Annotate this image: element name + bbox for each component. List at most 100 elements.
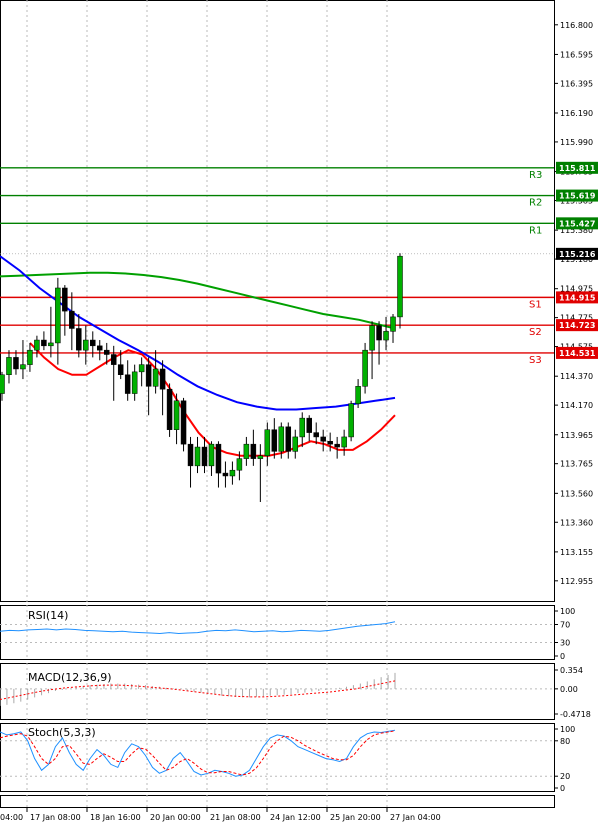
moving-average-line	[29, 342, 396, 457]
bull-candle	[292, 436, 299, 452]
stoch-y-axis: 100 80 20 0	[554, 725, 575, 793]
bear-candle	[180, 400, 187, 445]
bull-candle	[362, 349, 368, 387]
bear-candle	[117, 364, 124, 375]
level-tag	[556, 291, 598, 304]
bull-candle	[397, 255, 403, 318]
stoch-plot	[0, 729, 554, 777]
macd-y-axis: 0.354 0.00 -0.4718	[554, 666, 591, 719]
bear-candle	[187, 443, 194, 467]
rsi-line	[0, 621, 396, 635]
bull-candle	[348, 403, 354, 438]
bull-candle	[55, 287, 61, 344]
tick-label: 0	[560, 784, 565, 793]
tick-label: -0.4718	[560, 710, 591, 719]
bull-candle	[27, 349, 33, 365]
bull-candle	[243, 443, 250, 459]
x-tick-label: 24 Jan 12:00	[270, 813, 321, 822]
level-tag-text: 115.619	[559, 192, 596, 201]
bull-candle	[264, 429, 271, 456]
blank-panel-frame	[0, 795, 555, 808]
tick-label: 0.00	[560, 685, 578, 694]
x-tick-label: 20 Jan 00:00	[150, 813, 201, 822]
x-tick-label: 25 Jan 20:00	[330, 813, 381, 822]
level-tag-text: 114.915	[559, 293, 596, 302]
bull-candle	[208, 443, 215, 467]
macd-plot	[0, 672, 554, 706]
level-tag-text: 115.427	[559, 219, 595, 228]
level-label-r2: R2	[529, 198, 542, 209]
bear-candle	[90, 339, 96, 347]
bull-candle	[257, 455, 264, 459]
price-tick-label: 116.595	[560, 50, 593, 59]
level-tag-text: 115.811	[559, 164, 596, 173]
panel-frames	[0, 0, 555, 808]
level-label-r1: R1	[529, 225, 542, 236]
level-tag	[556, 346, 598, 359]
bear-candle	[250, 443, 257, 459]
tick-label: 70	[560, 621, 570, 630]
bull-candle	[131, 371, 138, 394]
tick-label: 80	[560, 737, 570, 746]
price-tick-label: 112.955	[560, 577, 593, 586]
bear-candle	[285, 426, 292, 452]
price-panel-frame	[0, 0, 555, 602]
bull-candle	[341, 436, 347, 448]
bull-candle	[390, 316, 396, 332]
tick-label: 100	[560, 607, 575, 616]
level-label-r3: R3	[529, 170, 542, 181]
price-tick-label: 114.975	[560, 285, 593, 294]
bear-candle	[313, 432, 319, 438]
moving-averages	[0, 255, 396, 457]
bear-candle	[201, 446, 208, 467]
level-tag	[556, 189, 598, 202]
bear-candle	[271, 429, 278, 452]
bear-candle	[215, 443, 222, 474]
price-tick-label: 113.765	[560, 460, 593, 469]
bear-candle	[110, 354, 117, 365]
stoch-d-line	[0, 730, 396, 776]
bear-candle	[69, 310, 75, 329]
x-tick-label: 21 Jan 08:00	[210, 813, 261, 822]
price-tick-label: 116.800	[560, 21, 593, 30]
x-tick-label: 17 Jan 08:00	[30, 813, 81, 822]
bear-candle	[159, 368, 166, 390]
bear-candle	[124, 374, 131, 394]
bear-candle	[166, 388, 173, 430]
vertical-grid	[26, 0, 388, 808]
level-label-s2: S2	[529, 327, 542, 338]
price-tick-label: 116.395	[560, 79, 593, 88]
price-tick-label: 113.155	[560, 548, 593, 557]
rsi-y-axis: 100 70 30 0	[554, 607, 575, 661]
price-tick-label: 115.990	[560, 138, 593, 147]
candlesticks	[0, 253, 403, 503]
bear-candle	[334, 443, 340, 448]
bear-candle	[327, 441, 333, 445]
level-label-s3: S3	[529, 355, 542, 366]
x-tick-label: 18 Jan 16:00	[90, 813, 141, 822]
bull-candle	[34, 339, 40, 351]
bull-candle	[383, 331, 389, 341]
price-tags: 115.811 115.619 115.427 114.915 114.723 114.5…	[556, 161, 598, 359]
bear-candle	[62, 287, 68, 312]
level-tag	[556, 161, 598, 174]
time-x-axis: 04:00 17 Jan 08:00 18 Jan 16:00 20 Jan 00:0…	[0, 808, 441, 822]
bear-candle	[306, 417, 312, 433]
tick-label: 0.354	[560, 666, 583, 675]
bear-candle	[103, 349, 110, 355]
bull-candle	[83, 339, 89, 351]
level-tag	[556, 319, 598, 332]
price-tick-label: 115.380	[560, 226, 593, 235]
level-tag-text: 114.531	[559, 349, 596, 358]
bull-candle	[278, 426, 285, 452]
bull-candle	[194, 446, 201, 467]
tick-label: 0	[560, 652, 565, 661]
price-tick-label: 113.360	[560, 518, 593, 527]
bull-candle	[299, 417, 305, 438]
tick-label: 30	[560, 639, 570, 648]
bear-candle	[320, 436, 326, 442]
price-tick-label: 114.370	[560, 372, 593, 381]
bull-candle	[236, 458, 243, 471]
bull-candle	[369, 325, 375, 351]
